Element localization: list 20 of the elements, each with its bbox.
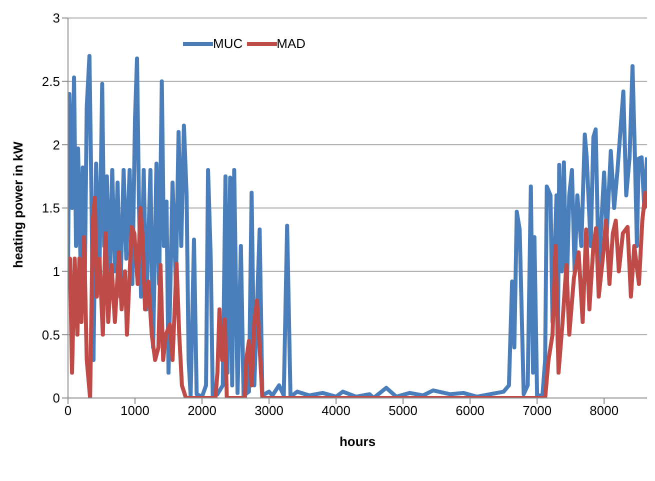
y-tick-label: 1.5: [42, 200, 60, 216]
x-tick-label: 7000: [522, 403, 552, 418]
y-tick-label: 0.5: [42, 327, 60, 342]
y-tick-label: 3: [52, 10, 60, 26]
y-tick-label: 2.5: [42, 74, 60, 89]
x-tick-label: 4000: [322, 403, 351, 418]
y-tick-label: 1: [52, 264, 60, 279]
legend-label: MUC: [213, 36, 243, 51]
y-tick-label: 0: [52, 390, 60, 406]
x-tick-label: 2000: [188, 403, 216, 418]
x-tick-label: 3000: [254, 403, 284, 418]
legend-label: MAD: [276, 36, 306, 51]
y-axis-title: heating power in kW: [10, 140, 26, 268]
x-tick-label: 8000: [590, 403, 619, 418]
x-tick-label: 6000: [456, 403, 485, 418]
x-tick-label: 0: [64, 403, 72, 418]
y-tick-label: 2: [52, 137, 60, 152]
x-tick-label: 1000: [120, 403, 150, 418]
x-tick-label: 5000: [388, 403, 418, 418]
x-axis-title: hours: [339, 434, 376, 449]
